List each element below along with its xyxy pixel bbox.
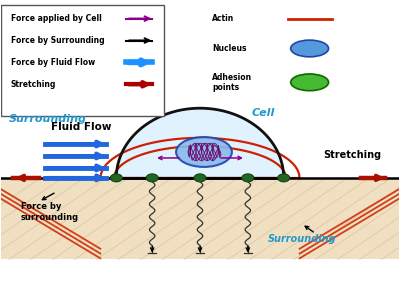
Text: Adhesion
points: Adhesion points xyxy=(212,73,252,92)
Text: Force by Surrounding: Force by Surrounding xyxy=(11,36,104,45)
Text: Stretching: Stretching xyxy=(11,80,56,89)
FancyBboxPatch shape xyxy=(1,5,164,116)
Ellipse shape xyxy=(176,137,232,167)
Ellipse shape xyxy=(194,174,206,182)
Text: Force applied by Cell: Force applied by Cell xyxy=(11,14,102,23)
Text: Force by Fluid Flow: Force by Fluid Flow xyxy=(11,58,95,67)
Ellipse shape xyxy=(242,174,254,182)
Text: Stretching: Stretching xyxy=(324,150,382,160)
Text: Actin: Actin xyxy=(212,14,234,23)
Polygon shape xyxy=(116,108,284,178)
Text: Cell: Cell xyxy=(252,108,275,118)
Text: Force by
surrounding: Force by surrounding xyxy=(21,202,79,222)
Ellipse shape xyxy=(291,74,328,91)
Text: Nucleus: Nucleus xyxy=(212,44,246,53)
Text: Surrounding: Surrounding xyxy=(9,114,87,124)
Text: Fluid Flow: Fluid Flow xyxy=(50,122,111,132)
Ellipse shape xyxy=(291,40,328,57)
Text: Surrounding: Surrounding xyxy=(268,234,336,244)
Ellipse shape xyxy=(110,174,122,182)
Ellipse shape xyxy=(146,174,158,182)
Ellipse shape xyxy=(278,174,290,182)
Bar xyxy=(1,178,399,260)
